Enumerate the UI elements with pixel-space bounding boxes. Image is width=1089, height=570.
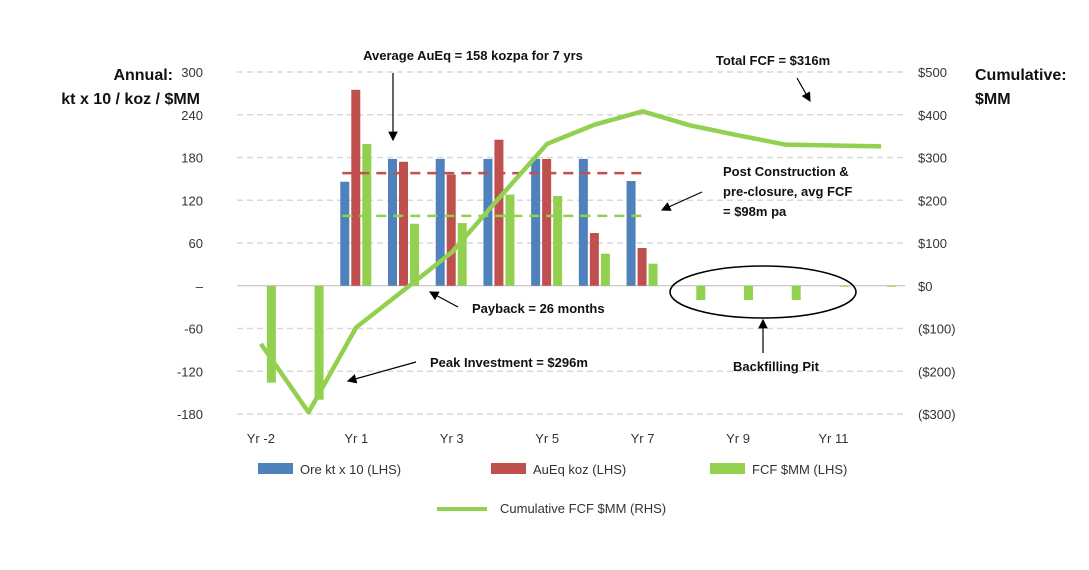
- legend-label-fcf: FCF $MM (LHS): [752, 462, 847, 477]
- legend-label-ore: Ore kt x 10 (LHS): [300, 462, 401, 477]
- right-tick-label: $300: [918, 151, 947, 166]
- right-tick-label: $200: [918, 193, 947, 208]
- x-tick-label: Yr 7: [631, 431, 655, 446]
- annotations: [346, 73, 857, 384]
- left-tick-label: -60: [184, 322, 203, 337]
- left-tick-label: 240: [181, 108, 203, 123]
- fcf-bar: [505, 194, 515, 286]
- fcf-bar: [266, 285, 276, 383]
- bars: [266, 89, 897, 400]
- x-tick-label: Yr 1: [344, 431, 368, 446]
- x-tick-label: Yr 9: [726, 431, 750, 446]
- right-axis-ticks: $500 $400 $300 $200 $100 $0 ($100) ($200) ($300): [918, 65, 956, 422]
- ore-bar: [388, 158, 397, 286]
- aueq-bar: [637, 247, 647, 286]
- backfilling-ellipse: [669, 265, 857, 319]
- x-tick-label: Yr -2: [247, 431, 275, 446]
- annotation-post-construction-2: pre-closure, avg FCF: [723, 184, 852, 199]
- right-tick-label: $100: [918, 236, 947, 251]
- aueq-bar: [542, 158, 552, 286]
- x-tick-label: Yr 3: [440, 431, 464, 446]
- left-tick-label: 60: [189, 236, 203, 251]
- fcf-bar: [648, 263, 658, 286]
- fcf-bar: [887, 285, 897, 287]
- fcf-bar: [314, 285, 324, 400]
- right-tick-label: ($300): [918, 407, 956, 422]
- peak-investment-arrow: [346, 361, 417, 384]
- left-tick-label: -120: [177, 364, 203, 379]
- legend-swatch-aueq: [491, 463, 526, 474]
- fcf-bar: [744, 285, 753, 300]
- annotation-peak-investment: Peak Investment = $296m: [430, 355, 588, 370]
- left-tick-label: –: [196, 279, 204, 294]
- avg-fcf-arrow: [660, 191, 703, 211]
- fcf-bar: [553, 195, 563, 286]
- ore-bar: [626, 181, 636, 286]
- legend-label-aueq: AuEq koz (LHS): [533, 462, 626, 477]
- aueq-bar: [589, 233, 599, 286]
- x-axis-ticks: Yr -2 Yr 1 Yr 3 Yr 5 Yr 7 Yr 9 Yr 11: [247, 431, 849, 446]
- ore-bar: [435, 158, 445, 286]
- left-tick-label: 180: [181, 151, 203, 166]
- fcf-bar: [696, 285, 706, 300]
- legend-swatch-ore: [258, 463, 293, 474]
- fcf-bar: [600, 253, 610, 286]
- right-tick-label: $400: [918, 108, 947, 123]
- right-axis-title-2: $MM: [975, 91, 1011, 108]
- legend: Ore kt x 10 (LHS) AuEq koz (LHS) FCF $MM…: [258, 462, 847, 516]
- x-tick-label: Yr 11: [818, 431, 848, 446]
- legend-label-cumulative: Cumulative FCF $MM (RHS): [500, 501, 666, 516]
- total-fcf-arrow: [796, 77, 811, 103]
- fcf-bar: [791, 285, 801, 300]
- right-tick-label: $500: [918, 65, 947, 80]
- aueq-bar: [446, 174, 456, 286]
- annotation-avg-aueq: Average AuEq = 158 kozpa for 7 yrs: [363, 48, 583, 63]
- aueq-bar: [494, 139, 504, 286]
- fcf-bar: [457, 223, 467, 286]
- ore-bar: [340, 181, 350, 286]
- left-axis-title-2: kt x 10 / koz / $MM: [61, 91, 200, 108]
- cumulative-line: [259, 109, 882, 415]
- legend-swatch-fcf: [710, 463, 745, 474]
- ore-bar: [531, 158, 541, 286]
- right-tick-label: ($200): [918, 364, 956, 379]
- right-tick-label: $0: [918, 279, 932, 294]
- left-axis-title-1: Annual:: [113, 67, 173, 84]
- left-tick-label: -180: [177, 407, 203, 422]
- annotation-backfilling: Backfilling Pit: [733, 359, 820, 374]
- ore-bar: [483, 158, 493, 286]
- right-axis-title-1: Cumulative:: [975, 67, 1067, 84]
- aueq-bar: [351, 89, 361, 286]
- annotation-post-construction-3: = $98m pa: [723, 204, 787, 219]
- left-tick-label: 120: [181, 193, 203, 208]
- payback-arrow: [428, 291, 459, 308]
- left-tick-label: 300: [181, 65, 203, 80]
- cumulative-fcf-line: [259, 109, 882, 415]
- fcf-bar: [410, 223, 419, 286]
- right-tick-label: ($100): [918, 322, 956, 337]
- x-tick-label: Yr 5: [535, 431, 559, 446]
- fcf-bar: [839, 285, 849, 287]
- aueq-bar: [399, 161, 408, 286]
- left-axis-ticks: 300 240 180 120 60 – -60 -120 -180: [177, 65, 204, 422]
- annotation-post-construction-1: Post Construction &: [723, 164, 849, 179]
- annotation-payback: Payback = 26 months: [472, 301, 605, 316]
- annotation-total-fcf: Total FCF = $316m: [716, 53, 830, 68]
- ore-bar: [578, 158, 588, 286]
